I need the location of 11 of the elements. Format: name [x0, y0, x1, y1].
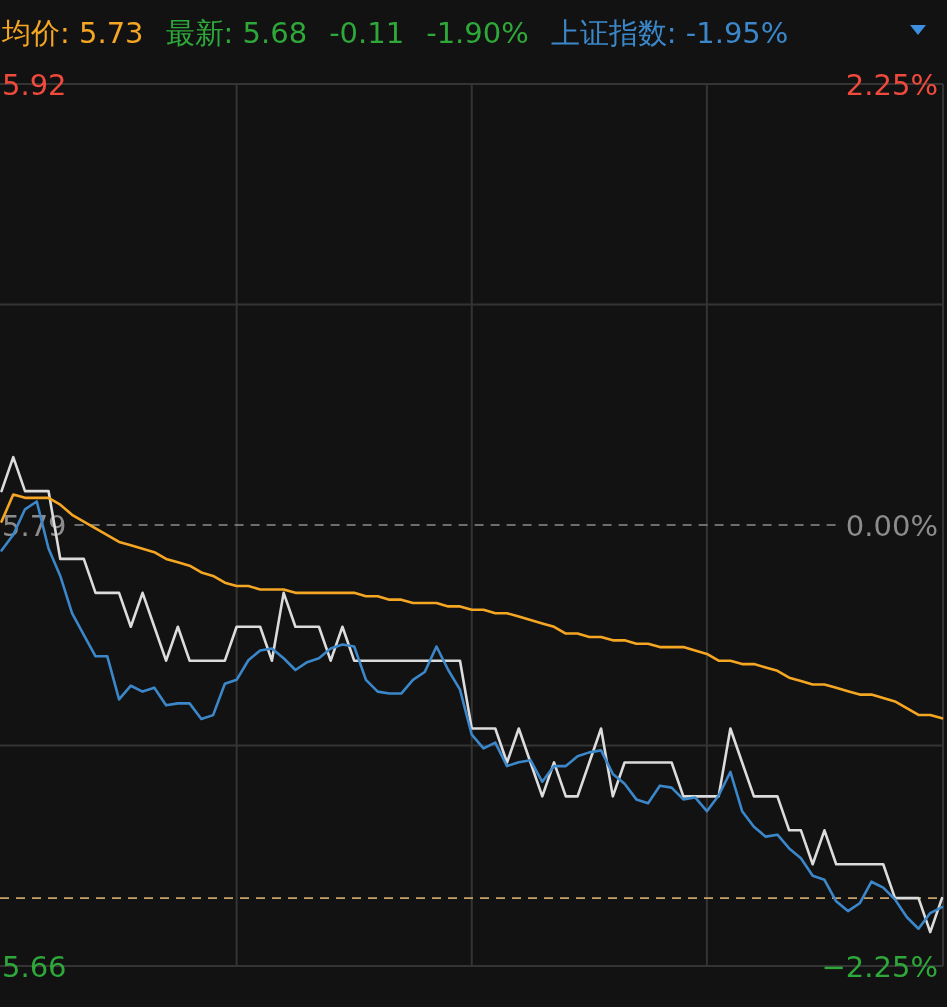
text: -1.90% [426, 16, 529, 50]
line-series [0, 493, 944, 720]
text: 上证指数: -1.95% [550, 16, 789, 50]
text: 最新: 5.68 [165, 16, 308, 50]
y2-tick-label: −2.25% [821, 949, 938, 984]
text: -0.11 [329, 16, 405, 50]
y2-tick-label: 0.00% [845, 508, 938, 543]
y2-tick-label: 2.25% [845, 67, 938, 102]
text: 均价: 5.73 [1, 16, 144, 50]
y-tick-label: 5.92 [2, 67, 67, 102]
y-tick-label: 5.66 [2, 949, 67, 984]
